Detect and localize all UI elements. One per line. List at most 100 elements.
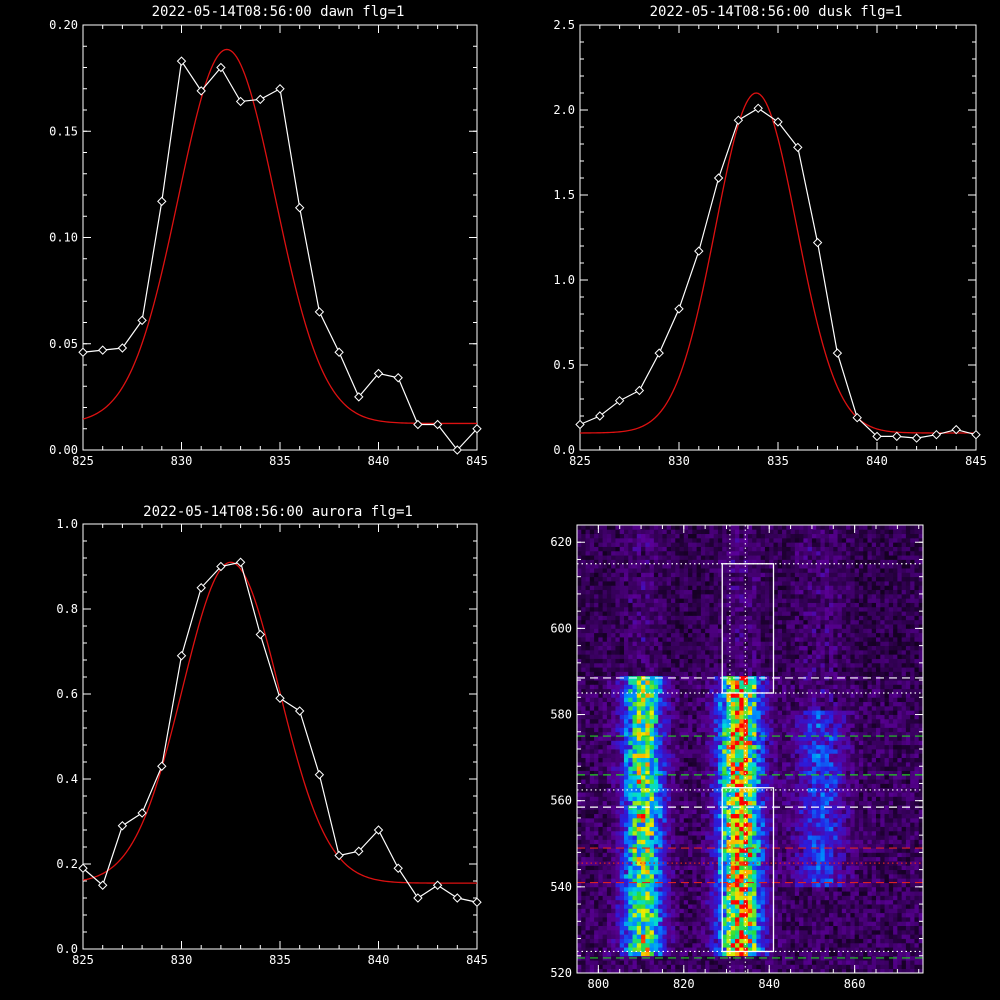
heatmap-cell [893, 852, 898, 858]
heatmap-cell [743, 805, 749, 810]
heatmap-cell [623, 960, 629, 965]
heatmap-cell [854, 934, 860, 939]
heatmap-cell [589, 968, 595, 973]
heatmap-cell [901, 873, 907, 879]
heatmap-cell [619, 942, 625, 948]
heatmap-cell [794, 761, 800, 767]
heatmap-cell [833, 843, 838, 849]
heatmap-cell [598, 753, 604, 759]
heatmap-cell [641, 792, 646, 797]
heatmap-cell [666, 886, 672, 892]
heatmap-cell [585, 942, 591, 948]
heatmap-cell [743, 873, 749, 879]
heatmap-cell [841, 882, 847, 888]
heatmap-cell [858, 770, 864, 776]
heatmap-cell [743, 899, 749, 905]
heatmap-cell [688, 826, 693, 832]
heatmap-cell [777, 753, 783, 759]
heatmap-cell [871, 826, 877, 832]
heatmap-cell [841, 809, 847, 815]
heatmap-cell [722, 740, 727, 746]
heatmap-cell [649, 792, 655, 797]
heatmap-cell [653, 938, 659, 944]
heatmap-cell [799, 744, 804, 750]
heatmap-cell [820, 809, 826, 815]
heatmap-cell [918, 736, 923, 741]
heatmap-cell [901, 934, 907, 939]
heatmap-cell [581, 843, 586, 849]
heatmap-cell [756, 757, 762, 763]
heatmap-cell [653, 783, 659, 789]
heatmap-cell [628, 951, 633, 957]
heatmap-cell [910, 964, 915, 970]
x-tick-label: 835 [269, 953, 291, 967]
heatmap-cell [577, 727, 582, 733]
heatmap-cell [594, 826, 599, 832]
heatmap-cell [717, 843, 723, 849]
heatmap-cell [880, 886, 885, 892]
heatmap-cell [666, 774, 672, 780]
heatmap-cell [876, 899, 881, 905]
heatmap-cell [606, 912, 612, 918]
heatmap-cell [636, 787, 642, 793]
heatmap-cell [602, 856, 608, 862]
heatmap-cell [713, 929, 719, 935]
heatmap-cell [632, 891, 638, 896]
heatmap-cell [824, 740, 830, 746]
heatmap-cell [623, 929, 629, 935]
data-point [674, 304, 684, 314]
heatmap-cell [594, 865, 599, 871]
heatmap-cell [914, 882, 920, 888]
heatmap-cell [871, 968, 877, 973]
heatmap-cell [581, 895, 586, 901]
heatmap-cell [807, 774, 813, 780]
heatmap-cell [863, 960, 868, 965]
heatmap-cell [585, 770, 591, 776]
heatmap-cell [897, 848, 903, 853]
heatmap-cell [666, 968, 672, 973]
heatmap-cell [662, 856, 668, 862]
heatmap-cell [760, 895, 766, 901]
heatmap-cell [858, 839, 864, 845]
heatmap-cell [782, 757, 787, 763]
heatmap-cell [628, 826, 633, 832]
heatmap-cell [713, 934, 719, 939]
heatmap-cell [623, 792, 629, 797]
heatmap-cell [577, 753, 582, 759]
heatmap-cell [880, 830, 885, 836]
heatmap-cell [730, 774, 736, 780]
heatmap-cell [747, 835, 753, 840]
heatmap-cell [611, 835, 616, 840]
heatmap-cell [623, 736, 629, 741]
heatmap-cell [577, 912, 582, 918]
heatmap-cell [799, 908, 804, 914]
heatmap-cell [594, 852, 599, 858]
heatmap-cell [914, 938, 920, 944]
heatmap-cell [803, 740, 809, 746]
heatmap-cell [743, 895, 749, 901]
heatmap-cell [854, 882, 860, 888]
heatmap-cell [760, 878, 766, 883]
heatmap-cell [747, 796, 753, 802]
heatmap-cell [811, 968, 817, 973]
heatmap-cell [739, 929, 744, 935]
heatmap-cell [786, 736, 791, 741]
heatmap-cell [905, 882, 911, 888]
heatmap-cell [696, 895, 702, 901]
heatmap-cell [811, 740, 817, 746]
heatmap-cell [653, 947, 659, 952]
heatmap-cell [611, 796, 616, 802]
heatmap-cell [636, 800, 642, 806]
heatmap-cell [773, 878, 779, 883]
heatmap-cell [880, 925, 885, 931]
heatmap-cell [871, 830, 877, 836]
heatmap-cell [666, 753, 672, 759]
heatmap-cell [863, 934, 868, 939]
heatmap-cell [782, 817, 787, 823]
heatmap-cell [777, 960, 783, 965]
heatmap-cell [876, 835, 881, 840]
heatmap-cell [649, 736, 655, 741]
heatmap-cell [636, 796, 642, 802]
heatmap-cell [764, 852, 770, 858]
heatmap-cell [811, 942, 817, 948]
